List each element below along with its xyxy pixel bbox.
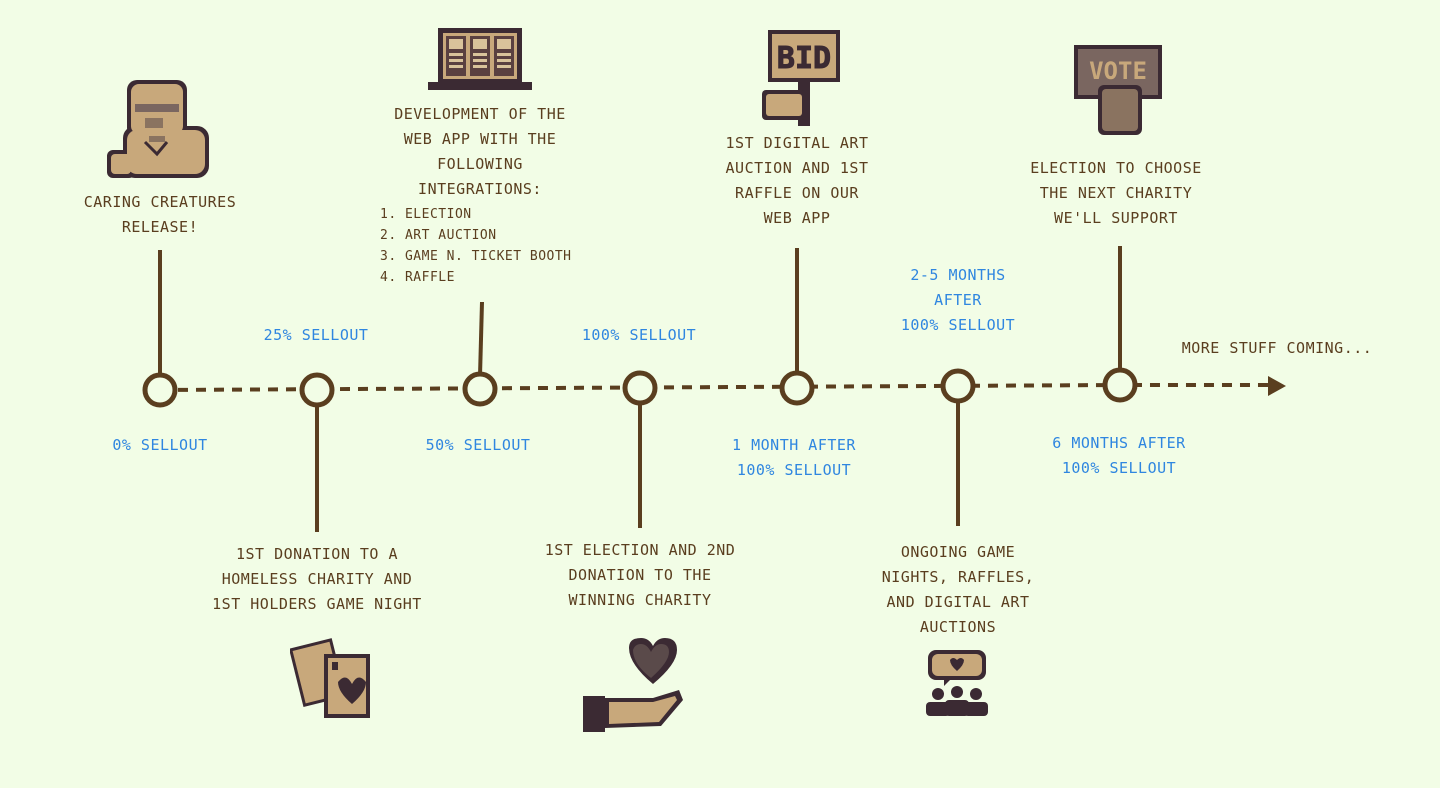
progress-label-5: 1 MONTH AFTER 100% SELLOUT bbox=[732, 436, 856, 479]
progress-label-1: 0% SELLOUT bbox=[112, 436, 208, 454]
bid-sign-icon: BID bbox=[762, 30, 840, 126]
milestone-label-1: CARING CREATURES RELEASE! bbox=[83, 193, 237, 236]
milestone-label-7: ELECTION TO CHOOSE THE NEXT CHARITY WE'L… bbox=[1030, 159, 1202, 227]
integration-item: 4. RAFFLE bbox=[380, 270, 455, 285]
bid-sign-text: BID bbox=[777, 41, 831, 76]
milestone-node-2 bbox=[299, 372, 335, 408]
milestone-node-5 bbox=[779, 370, 815, 406]
integrations-list: 1. ELECTION 2. ART AUCTION 3. GAME N. TI… bbox=[380, 204, 590, 288]
integration-item: 1. ELECTION bbox=[380, 207, 472, 222]
progress-label-4: 100% SELLOUT bbox=[581, 326, 697, 344]
more-coming-label: MORE STUFF COMING... bbox=[1181, 339, 1373, 357]
vote-sign-text: VOTE bbox=[1089, 57, 1147, 85]
milestone-label-5: 1ST DIGITAL ART AUCTION AND 1ST RAFFLE O… bbox=[725, 134, 869, 227]
integration-item: 3. GAME N. TICKET BOOTH bbox=[380, 249, 572, 264]
vote-sign-icon: VOTE bbox=[1074, 45, 1162, 135]
laptop-icon bbox=[428, 28, 532, 90]
milestone-node-4 bbox=[622, 370, 658, 406]
community-icon bbox=[926, 650, 988, 716]
creature-icon bbox=[107, 80, 209, 178]
milestone-node-1 bbox=[142, 372, 178, 408]
milestone-node-7 bbox=[1102, 367, 1138, 403]
milestone-node-3 bbox=[462, 371, 498, 407]
connector-3 bbox=[478, 301, 484, 377]
integration-item: 2. ART AUCTION bbox=[380, 228, 497, 243]
progress-label-6: 2-5 MONTHS AFTER 100% SELLOUT bbox=[900, 266, 1016, 334]
heart-in-hand-icon bbox=[583, 638, 683, 732]
progress-label-7: 6 MONTHS AFTER 100% SELLOUT bbox=[1052, 434, 1186, 477]
progress-label-3: 50% SELLOUT bbox=[425, 436, 531, 454]
playing-cards-icon bbox=[290, 638, 370, 718]
milestone-label-3: DEVELOPMENT OF THE WEB APP WITH THE FOLL… bbox=[394, 105, 566, 198]
progress-label-2: 25% SELLOUT bbox=[263, 326, 369, 344]
milestone-node-6 bbox=[940, 368, 976, 404]
milestone-label-4: 1ST ELECTION AND 2ND DONATION TO THE WIN… bbox=[544, 541, 736, 609]
milestone-label-6: ONGOING GAME NIGHTS, RAFFLES, AND DIGITA… bbox=[881, 543, 1035, 636]
milestone-label-2: 1ST DONATION TO A HOMELESS CHARITY AND 1… bbox=[212, 545, 422, 613]
timeline-arrowhead bbox=[1268, 376, 1286, 396]
